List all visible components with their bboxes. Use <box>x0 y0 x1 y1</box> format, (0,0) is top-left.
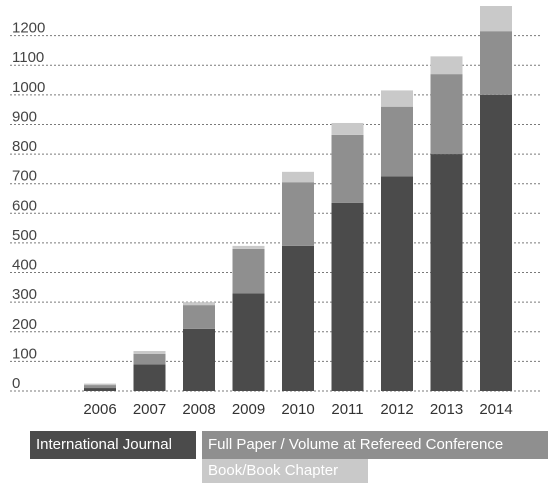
y-tick-label: 800 <box>12 138 37 155</box>
y-tick-label: 200 <box>12 316 37 333</box>
bar-segment-2007-series-0 <box>133 364 166 391</box>
bar-segment-2011-series-2 <box>331 122 364 135</box>
bar-segment-2006-series-1 <box>84 385 116 389</box>
bar-segment-2012-series-0 <box>381 176 413 391</box>
y-axis-ticks: 0 100 200 300 400 500 600 700 800 900 1000 1100 1200 <box>12 20 45 392</box>
bar-segment-2007-series-2 <box>133 351 166 354</box>
x-tick-label: 2008 <box>182 401 215 418</box>
bar-segment-2009-series-2 <box>232 245 265 249</box>
bar-segment-2007-series-1 <box>133 353 166 365</box>
bar-segment-2014-series-2 <box>480 6 512 32</box>
x-tick-label: 2010 <box>281 401 314 418</box>
x-axis-ticks: 2006 2007 2008 2009 2010 2011 2012 2013 2014 <box>83 401 512 418</box>
legend-full-paper: Full Paper / Volume at Refereed Conferen… <box>202 431 548 459</box>
bars <box>84 6 512 391</box>
bar-segment-2008-series-2 <box>183 302 215 306</box>
bar-segment-2011-series-1 <box>331 134 364 203</box>
y-tick-label: 700 <box>12 168 37 185</box>
bar-segment-2006-series-0 <box>84 388 116 391</box>
y-tick-label: 900 <box>12 108 37 125</box>
x-tick-label: 2009 <box>232 401 265 418</box>
bar-segment-2013-series-1 <box>430 74 463 155</box>
bar-segment-2010-series-0 <box>282 245 314 391</box>
x-tick-label: 2011 <box>331 401 363 418</box>
bar-segment-2014-series-0 <box>480 94 512 391</box>
legend-international-journal: International Journal <box>30 431 196 459</box>
x-tick-label: 2007 <box>133 401 166 418</box>
bar-segment-2009-series-1 <box>232 248 265 294</box>
y-tick-label: 1200 <box>12 20 45 37</box>
bar-segment-2013-series-2 <box>430 56 463 75</box>
bar-segment-2012-series-1 <box>381 106 413 177</box>
legend-row-2: Book/Book Chapter <box>202 459 368 483</box>
y-tick-label: 1000 <box>12 79 45 96</box>
bar-segment-2008-series-1 <box>183 305 215 329</box>
bar-segment-2010-series-2 <box>282 171 314 183</box>
y-tick-label: 500 <box>12 227 37 244</box>
y-tick-label: 600 <box>12 197 37 214</box>
x-tick-label: 2012 <box>380 401 413 418</box>
bar-segment-2008-series-0 <box>183 328 215 391</box>
bar-segment-2014-series-1 <box>480 31 512 95</box>
x-tick-label: 2006 <box>83 401 116 418</box>
bar-segment-2013-series-0 <box>430 154 463 391</box>
y-tick-label: 100 <box>12 345 37 362</box>
y-tick-label: 300 <box>12 286 37 303</box>
bar-segment-2011-series-0 <box>331 202 364 391</box>
bar-segment-2010-series-1 <box>282 182 314 246</box>
x-tick-label: 2013 <box>430 401 463 418</box>
y-tick-label: 0 <box>12 375 20 392</box>
x-tick-label: 2014 <box>479 401 512 418</box>
bar-segment-2012-series-2 <box>381 90 413 107</box>
bar-segment-2009-series-0 <box>232 293 265 391</box>
bar-segment-2006-series-2 <box>84 383 116 386</box>
y-tick-label: 400 <box>12 257 37 274</box>
y-tick-label: 1100 <box>12 49 44 66</box>
legend-book-chapter: Book/Book Chapter <box>202 459 368 483</box>
legend-row-1: International Journal Full Paper / Volum… <box>30 431 548 459</box>
